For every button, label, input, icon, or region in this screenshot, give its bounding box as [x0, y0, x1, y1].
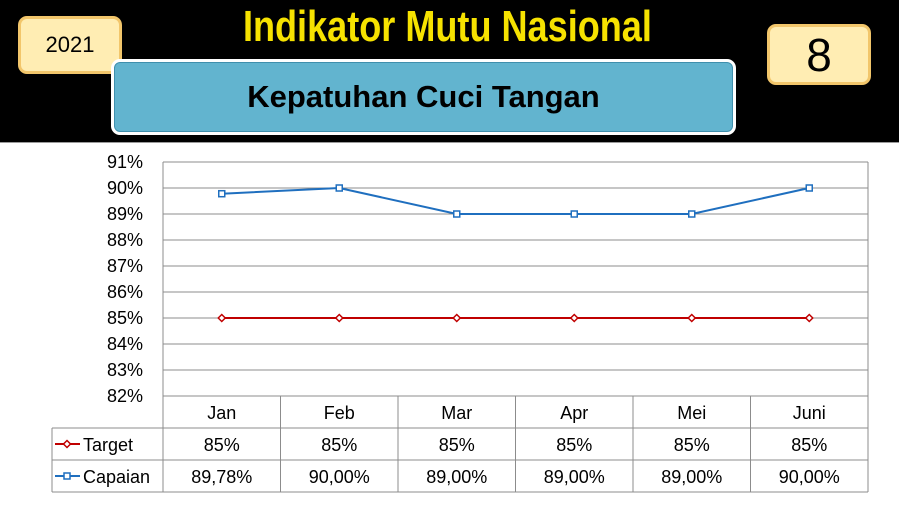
data-point-target [334, 313, 344, 323]
y-tick-label: 89% [107, 204, 143, 224]
data-point-capaian [570, 210, 578, 218]
data-point-capaian [335, 184, 343, 192]
indicator-number-badge: 8 [767, 24, 871, 85]
data-label-target: 85% [791, 435, 827, 455]
data-point-target [452, 313, 462, 323]
data-label-target: 85% [439, 435, 475, 455]
data-label-capaian: 89,78% [191, 467, 252, 487]
legend-label-target: Target [83, 435, 133, 455]
data-point-target [569, 313, 579, 323]
data-point-target [217, 313, 227, 323]
x-category-label: Jan [207, 403, 236, 423]
data-point-capaian [805, 184, 813, 192]
page-title: Indikator Mutu Nasional [242, 2, 652, 51]
x-category-label: Apr [560, 403, 588, 423]
y-tick-label: 87% [107, 256, 143, 276]
x-category-label: Mar [441, 403, 472, 423]
y-tick-label: 90% [107, 178, 143, 198]
y-tick-label: 88% [107, 230, 143, 250]
indicator-subtitle: Kepatuhan Cuci Tangan [111, 59, 736, 135]
year-badge: 2021 [18, 16, 122, 74]
data-point-capaian [453, 210, 461, 218]
y-axis-ticks: 82% 83% 84% 85% 86% 87% 88% 89% 90% 91% [107, 152, 143, 406]
header-divider [0, 142, 899, 148]
x-category-label: Juni [793, 403, 826, 423]
data-point-target [804, 313, 814, 323]
y-tick-label: 83% [107, 360, 143, 380]
data-label-capaian: 90,00% [309, 467, 370, 487]
y-tick-label: 85% [107, 308, 143, 328]
data-point-capaian [688, 210, 696, 218]
data-label-target: 85% [204, 435, 240, 455]
header-banner: Indikator Mutu Nasional 2021 8 Kepatuhan… [0, 0, 899, 142]
data-label-target: 85% [674, 435, 710, 455]
y-tick-label: 86% [107, 282, 143, 302]
x-category-label: Feb [324, 403, 355, 423]
legend-marker-capaian [63, 472, 71, 480]
gridlines [162, 161, 869, 397]
data-label-target: 85% [321, 435, 357, 455]
data-point-capaian [218, 189, 226, 198]
series-line-capaian [221, 186, 810, 215]
series-lines [217, 184, 814, 323]
x-category-label: Mei [677, 403, 706, 423]
data-label-capaian: 89,00% [426, 467, 487, 487]
data-label-capaian: 89,00% [661, 467, 722, 487]
legend-label-capaian: Capaian [83, 467, 150, 487]
y-tick-label: 91% [107, 152, 143, 172]
legend-marker-target [62, 439, 72, 449]
y-tick-label: 82% [107, 386, 143, 406]
data-table: Jan Feb Mar Apr Mei Juni Target 85% 85% 85% 85% 85%… [51, 395, 869, 493]
y-tick-label: 84% [107, 334, 143, 354]
line-chart: 82% 83% 84% 85% 86% 87% 88% 89% 90% 91% Jan Feb Mar… [51, 152, 869, 493]
data-label-target: 85% [556, 435, 592, 455]
data-label-capaian: 90,00% [779, 467, 840, 487]
data-point-target [687, 313, 697, 323]
data-label-capaian: 89,00% [544, 467, 605, 487]
